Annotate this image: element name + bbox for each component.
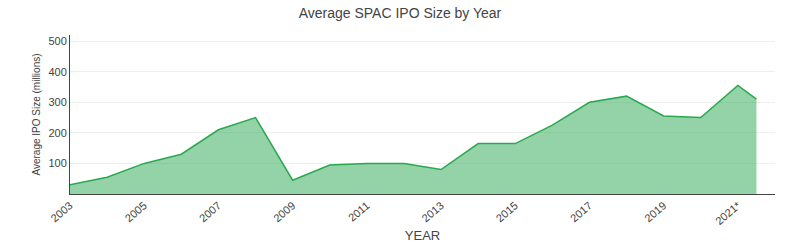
svg-text:2011: 2011 (346, 199, 372, 223)
svg-text:100: 100 (48, 157, 66, 169)
svg-text:200: 200 (48, 127, 66, 139)
svg-text:YEAR: YEAR (405, 228, 440, 243)
svg-text:400: 400 (48, 66, 66, 78)
svg-text:Average IPO Size (millions): Average IPO Size (millions) (31, 53, 42, 175)
svg-text:2013: 2013 (419, 199, 445, 224)
svg-text:2019: 2019 (642, 199, 668, 224)
svg-text:500: 500 (48, 35, 66, 47)
svg-text:2005: 2005 (123, 199, 149, 224)
svg-text:2015: 2015 (494, 199, 520, 224)
svg-text:2007: 2007 (197, 199, 223, 224)
svg-text:300: 300 (48, 96, 66, 108)
svg-text:2009: 2009 (271, 199, 297, 224)
svg-text:Average SPAC IPO Size by Year: Average SPAC IPO Size by Year (299, 5, 502, 21)
svg-text:2003: 2003 (48, 199, 74, 224)
svg-text:2021*: 2021* (713, 199, 743, 227)
svg-text:2017: 2017 (568, 199, 594, 224)
